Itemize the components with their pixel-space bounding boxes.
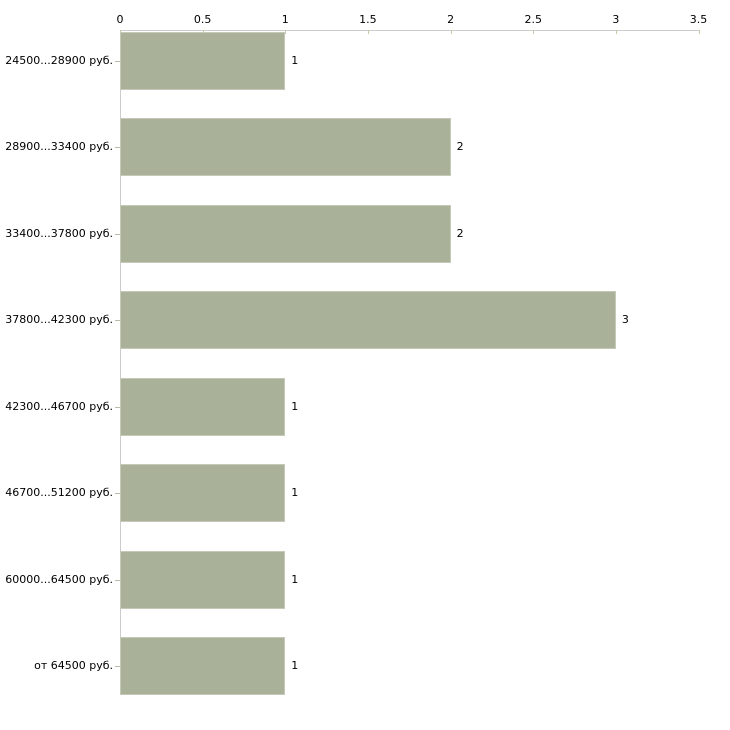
category-tick-mark [115, 666, 120, 667]
y-axis-line [120, 30, 121, 695]
x-axis-tick-label: 0.5 [193, 13, 212, 26]
bar-value-label: 2 [456, 140, 464, 154]
bar [120, 32, 286, 90]
bar [120, 377, 286, 436]
bar [120, 464, 286, 523]
category-label: 24500...28900 руб. [5, 54, 113, 67]
x-axis-tick-label: 0 [116, 13, 124, 26]
category-label: от 64500 руб. [34, 659, 113, 672]
x-axis-tick-mark [698, 30, 700, 34]
bar-value-label: 1 [291, 486, 299, 500]
bar [120, 291, 616, 350]
x-axis-tick-label: 1 [281, 13, 289, 26]
x-axis-tick-label: 1.5 [359, 13, 377, 26]
x-axis-tick-label: 3 [612, 13, 620, 26]
bar [120, 204, 451, 263]
x-axis-tick-label: 3.5 [689, 13, 708, 26]
bar-value-label: 2 [456, 226, 464, 240]
x-axis-tick-label: 2.5 [524, 13, 542, 26]
category-tick-mark [115, 147, 120, 149]
x-axis-tick-mark [285, 30, 287, 34]
category-label: 28900...33400 руб. [5, 140, 113, 154]
category-label: 60000...64500 руб. [5, 572, 113, 586]
bar-value-label: 1 [291, 399, 299, 413]
category-tick-mark [115, 493, 120, 495]
category-label: 46700...51200 руб. [5, 486, 113, 500]
bar-value-label: 1 [291, 572, 299, 586]
x-axis-tick-mark [533, 30, 535, 34]
x-axis-tick-mark [615, 30, 617, 34]
bar [120, 637, 286, 695]
category-tick-mark [115, 406, 120, 408]
x-axis-line [120, 30, 699, 31]
bar-value-label: 3 [621, 313, 629, 327]
category-label: 33400...37800 руб. [5, 226, 113, 240]
category-tick-mark [115, 233, 120, 235]
category-tick-mark [115, 320, 120, 322]
category-label: 42300...46700 руб. [5, 399, 113, 413]
category-tick-mark [115, 579, 120, 581]
bar [120, 550, 286, 609]
bar [120, 118, 451, 177]
category-label: 37800...42300 руб. [5, 313, 113, 327]
x-axis-tick-mark [367, 30, 369, 34]
x-axis-tick-mark [450, 30, 452, 34]
x-axis-tick-label: 2 [447, 13, 455, 26]
category-tick-mark [115, 61, 120, 62]
bar-value-label: 1 [291, 659, 299, 672]
bar-value-label: 1 [291, 54, 299, 67]
